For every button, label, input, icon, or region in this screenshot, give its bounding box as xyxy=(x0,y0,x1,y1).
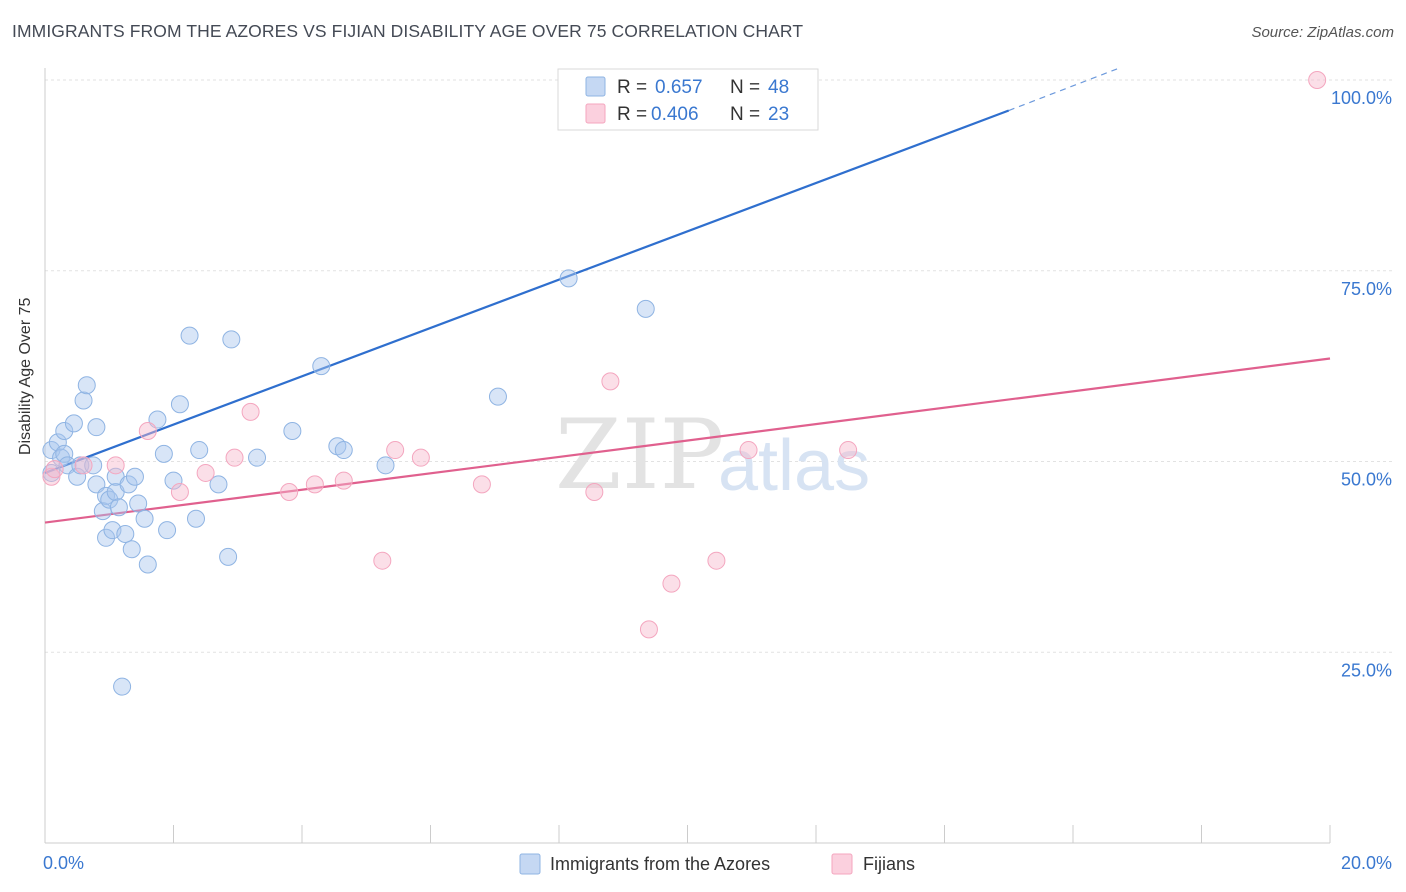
data-point-azores xyxy=(119,475,138,494)
data-point-azores xyxy=(64,414,83,433)
data-point-azores xyxy=(68,467,87,486)
data-point-azores xyxy=(113,677,132,696)
points-layer xyxy=(42,71,1327,696)
bottom-legend-swatch-azores xyxy=(519,853,541,875)
data-point-fijians xyxy=(373,551,392,570)
data-point-azores xyxy=(488,387,507,406)
legend-n-value-azores: 48 xyxy=(768,77,789,98)
data-point-azores xyxy=(97,528,116,547)
data-point-azores xyxy=(116,524,135,543)
data-point-fijians xyxy=(386,441,405,460)
data-point-azores xyxy=(334,441,353,460)
y-tick-label: 75.0% xyxy=(1341,279,1392,299)
data-point-azores xyxy=(77,376,96,395)
data-point-azores xyxy=(248,448,267,467)
series-azores-points xyxy=(42,71,816,696)
data-point-azores xyxy=(186,509,205,528)
data-point-azores xyxy=(164,471,183,490)
data-point-azores xyxy=(209,475,228,494)
bottom-legend: Immigrants from the Azores Fijians xyxy=(519,853,915,875)
data-point-azores xyxy=(125,467,144,486)
data-point-azores xyxy=(109,498,128,517)
data-point-azores xyxy=(135,509,154,528)
legend-r-label-azores: R = xyxy=(617,77,647,98)
legend-swatch-azores xyxy=(585,76,606,97)
chart-title: IMMIGRANTS FROM THE AZORES VS FIJIAN DIS… xyxy=(12,21,804,41)
grid-layer xyxy=(45,79,1392,653)
legend-r-label-fijians: R = xyxy=(617,104,647,125)
trend-line-fijians xyxy=(44,357,1331,524)
legend-r-value-azores: 0.657 xyxy=(655,77,703,98)
data-point-fijians xyxy=(707,551,726,570)
data-point-azores xyxy=(122,540,141,559)
data-point-azores xyxy=(48,433,67,452)
data-point-fijians xyxy=(196,463,215,482)
data-point-fijians xyxy=(1308,71,1327,89)
data-point-azores xyxy=(190,441,209,460)
watermark: ZIP atlas xyxy=(555,399,870,511)
data-point-fijians xyxy=(639,620,658,639)
data-point-fijians xyxy=(839,441,858,460)
data-point-fijians xyxy=(170,483,189,502)
data-point-fijians xyxy=(241,402,260,421)
y-tick-label: 25.0% xyxy=(1341,660,1392,680)
legend-swatch-fijians xyxy=(585,103,606,124)
data-point-fijians xyxy=(601,372,620,391)
data-point-fijians xyxy=(472,475,491,494)
data-point-azores xyxy=(283,421,302,440)
data-point-fijians xyxy=(106,456,125,475)
data-point-azores xyxy=(74,391,93,410)
y-tick-label: 50.0% xyxy=(1341,470,1392,490)
data-point-fijians xyxy=(225,448,244,467)
data-point-fijians xyxy=(45,460,64,479)
y-tick-label: 100.0% xyxy=(1331,88,1392,108)
data-point-azores xyxy=(219,547,238,566)
data-point-fijians xyxy=(739,441,758,460)
data-point-fijians xyxy=(305,475,324,494)
x-tick-label-max: 20.0% xyxy=(1341,853,1392,873)
data-point-fijians xyxy=(662,574,681,593)
bottom-legend-swatch-fijians xyxy=(831,853,853,875)
data-point-azores xyxy=(154,444,173,463)
legend-box: R = 0.657 N = 48 R = 0.406 N = 23 xyxy=(557,68,819,131)
data-point-azores xyxy=(559,269,578,288)
bottom-legend-label-fijians: Fijians xyxy=(863,854,915,874)
data-point-azores xyxy=(376,456,395,475)
series-fijians-points xyxy=(42,71,1327,639)
data-point-azores xyxy=(158,521,177,540)
legend-n-label-fijians: N = xyxy=(730,104,760,125)
source-label: Source: ZipAtlas.com xyxy=(1251,24,1394,41)
data-point-azores xyxy=(222,330,241,349)
data-point-azores xyxy=(312,357,331,376)
tick-labels: 25.0% 50.0% 75.0% 100.0% 0.0% 20.0% xyxy=(43,88,1392,873)
legend-r-value-fijians: 0.406 xyxy=(651,104,699,125)
data-point-azores xyxy=(55,421,74,440)
x-tick-label-min: 0.0% xyxy=(43,853,84,873)
data-point-fijians xyxy=(138,421,157,440)
data-point-azores xyxy=(129,494,148,513)
legend-n-value-fijians: 23 xyxy=(768,104,789,125)
watermark-atlas: atlas xyxy=(718,426,870,506)
trend-line-azores xyxy=(44,109,1010,474)
trend-line-azores-extension xyxy=(1008,67,1119,112)
legend-n-label-azores: N = xyxy=(730,77,760,98)
data-point-fijians xyxy=(280,483,299,502)
data-point-azores xyxy=(87,418,106,437)
data-point-azores xyxy=(55,444,74,463)
data-point-azores xyxy=(138,555,157,574)
data-point-azores xyxy=(100,490,119,509)
watermark-zip: ZIP xyxy=(555,399,724,511)
data-point-azores xyxy=(84,456,103,475)
data-point-azores xyxy=(180,326,199,345)
data-point-azores xyxy=(170,395,189,414)
data-point-fijians xyxy=(411,448,430,467)
data-point-fijians xyxy=(74,456,93,475)
trend-lines xyxy=(44,67,1331,524)
bottom-legend-label-azores: Immigrants from the Azores xyxy=(550,854,770,874)
data-point-azores xyxy=(636,299,655,318)
data-point-fijians xyxy=(334,471,353,490)
data-point-fijians xyxy=(585,483,604,502)
